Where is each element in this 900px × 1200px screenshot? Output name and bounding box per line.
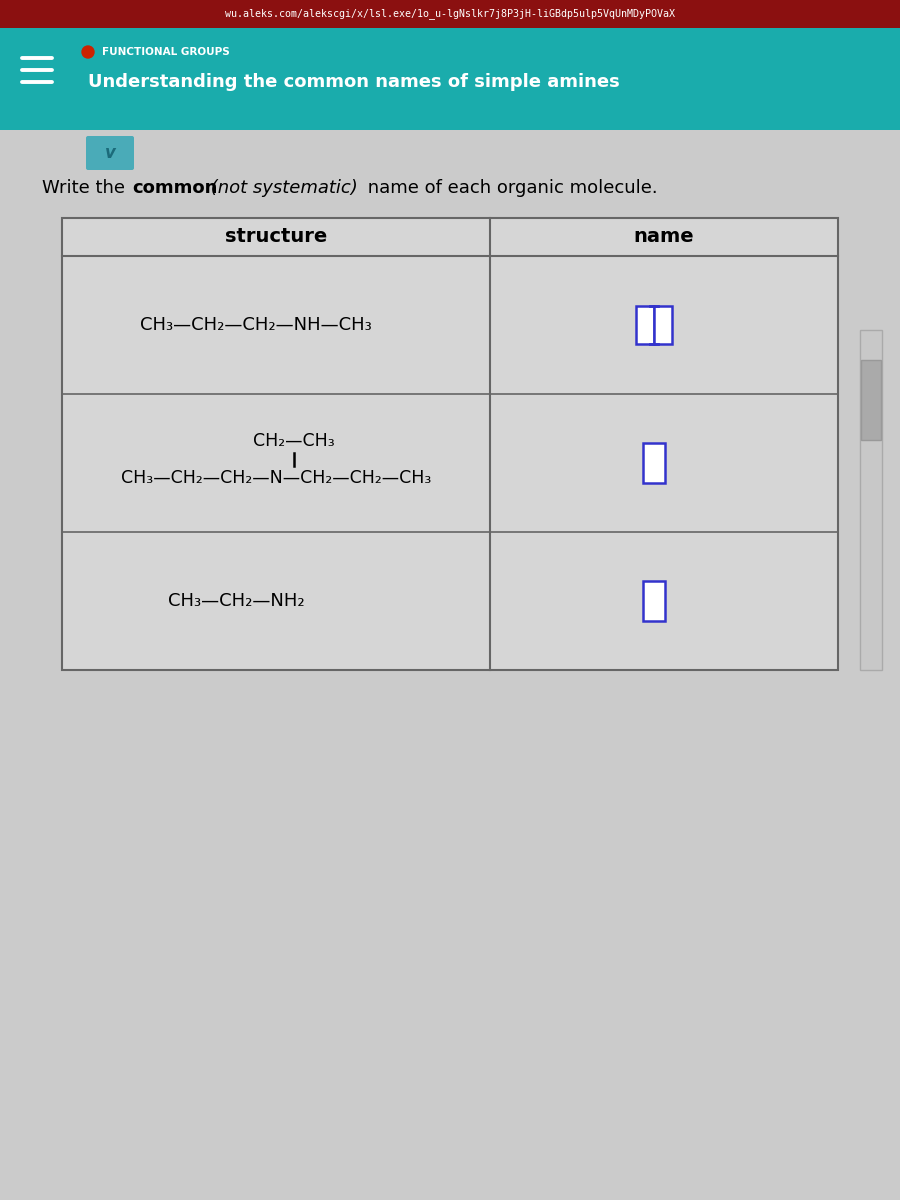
- Bar: [860, 330, 882, 670]
- Text: CH₂—CH₃: CH₂—CH₃: [253, 432, 335, 450]
- Bar: [0, 28, 900, 130]
- Text: (not systematic): (not systematic): [205, 179, 358, 197]
- Text: CH₃—CH₂—CH₂—N—CH₂—CH₂—CH₃: CH₃—CH₂—CH₂—N—CH₂—CH₂—CH₃: [121, 469, 431, 487]
- Text: v: v: [104, 144, 115, 162]
- Bar: [62, 218, 838, 670]
- Bar: [654, 306, 672, 344]
- Bar: [643, 443, 665, 482]
- Text: CH₃—CH₂—NH₂: CH₃—CH₂—NH₂: [167, 592, 304, 610]
- Bar: [636, 306, 654, 344]
- Text: Understanding the common names of simple amines: Understanding the common names of simple…: [88, 73, 620, 91]
- Text: name of each organic molecule.: name of each organic molecule.: [362, 179, 658, 197]
- Text: structure: structure: [225, 228, 327, 246]
- Text: Write the: Write the: [42, 179, 130, 197]
- FancyBboxPatch shape: [86, 136, 134, 170]
- Bar: [0, 0, 900, 28]
- Bar: [861, 360, 881, 440]
- Bar: [643, 581, 665, 622]
- Text: wu.aleks.com/alekscgi/x/lsl.exe/1o_u-lgNslkr7j8P3jH-liGBdp5ulp5VqUnMDyPOVaX: wu.aleks.com/alekscgi/x/lsl.exe/1o_u-lgN…: [225, 8, 675, 19]
- Text: FUNCTIONAL GROUPS: FUNCTIONAL GROUPS: [102, 47, 230, 56]
- Text: name: name: [634, 228, 694, 246]
- Text: CH₃—CH₂—CH₂—NH—CH₃: CH₃—CH₂—CH₂—NH—CH₃: [140, 316, 372, 334]
- Text: common: common: [132, 179, 218, 197]
- Circle shape: [82, 46, 94, 58]
